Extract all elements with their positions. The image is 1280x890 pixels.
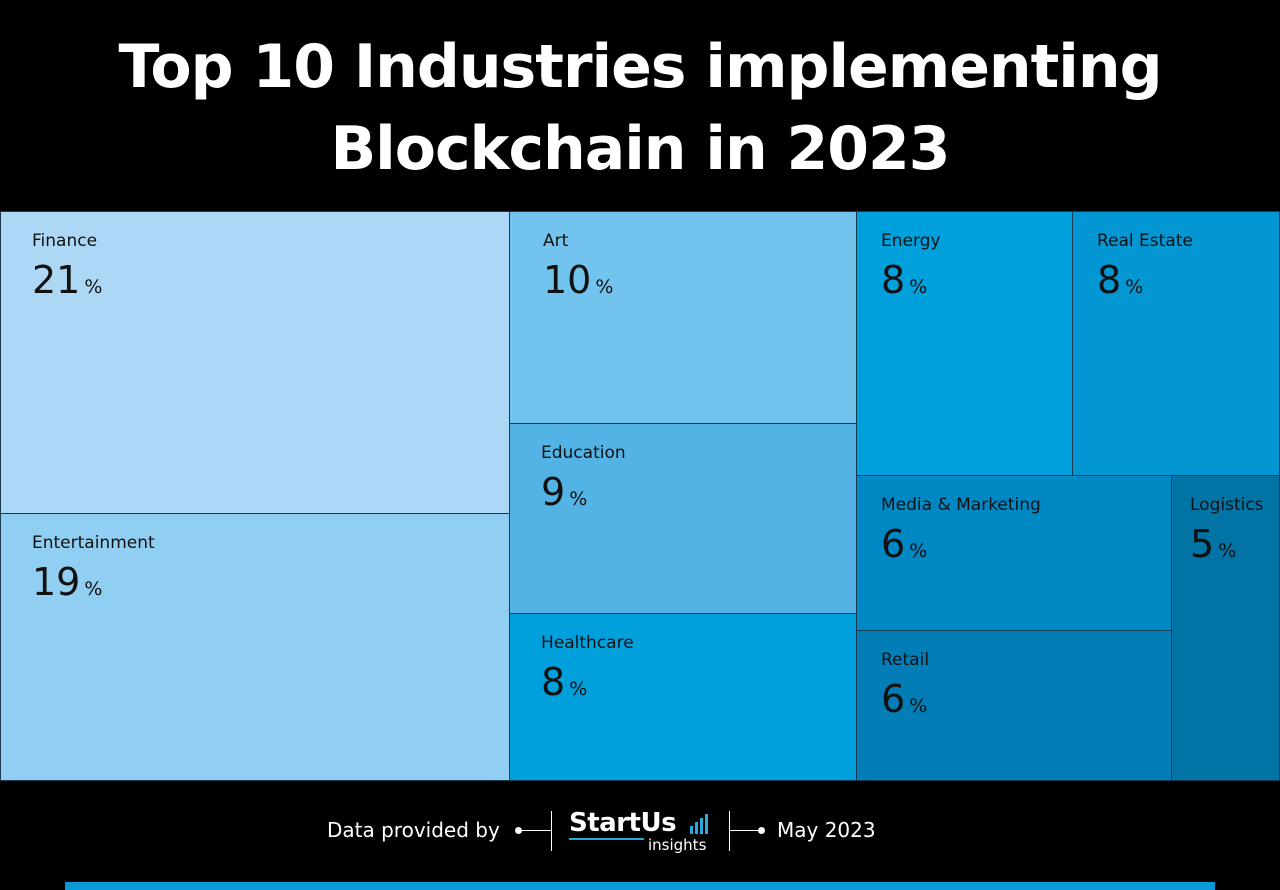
- treemap-value-number: 8: [1097, 258, 1122, 302]
- logo-sub-text: insights: [648, 836, 707, 854]
- footer-line-left: [520, 830, 551, 831]
- treemap-value-unit: %: [84, 276, 103, 298]
- footer-date: May 2023: [777, 818, 876, 842]
- treemap-value-unit: %: [595, 276, 614, 298]
- footer-line-right: [730, 830, 762, 831]
- chart-title-line-1: Top 10 Industries implementing: [118, 32, 1162, 102]
- treemap-label-logistics: Logistics: [1190, 495, 1264, 515]
- treemap-value-number: 9: [541, 470, 566, 514]
- footer-divider-right: [729, 811, 730, 851]
- treemap: Finance 21% Entertainment 19% Art 10% Educatio…: [0, 211, 1280, 781]
- treemap-cell-education: Education 9%: [510, 424, 857, 614]
- treemap-value-entertainment: 19%: [32, 560, 102, 604]
- treemap-label-energy: Energy: [881, 231, 941, 251]
- treemap-value-art: 10%: [543, 258, 613, 302]
- chart-title: Top 10 Industries implementing Blockchai…: [0, 26, 1280, 190]
- treemap-cell-energy: Energy 8%: [857, 211, 1073, 476]
- treemap-value-unit: %: [1125, 276, 1144, 298]
- treemap-value-retail: 6%: [881, 677, 927, 721]
- treemap-label-entertainment: Entertainment: [32, 533, 155, 553]
- treemap-value-number: 6: [881, 677, 906, 721]
- treemap-value-number: 10: [543, 258, 592, 302]
- treemap-cell-art: Art 10%: [510, 211, 857, 424]
- treemap-value-logistics: 5%: [1190, 522, 1236, 566]
- treemap-value-unit: %: [569, 488, 588, 510]
- treemap-cell-media-marketing: Media & Marketing 6%: [857, 476, 1172, 631]
- treemap-value-energy: 8%: [881, 258, 927, 302]
- treemap-cell-finance: Finance 21%: [0, 211, 510, 514]
- treemap-value-education: 9%: [541, 470, 587, 514]
- chart-title-line-2: Blockchain in 2023: [330, 114, 950, 184]
- footer-dot-left: [515, 827, 522, 834]
- treemap-cell-healthcare: Healthcare 8%: [510, 614, 857, 781]
- treemap-label-real-estate: Real Estate: [1097, 231, 1193, 251]
- treemap-cell-real-estate: Real Estate 8%: [1073, 211, 1280, 476]
- treemap-value-media-marketing: 6%: [881, 522, 927, 566]
- treemap-value-unit: %: [909, 276, 928, 298]
- treemap-value-unit: %: [84, 578, 103, 600]
- treemap-value-number: 21: [32, 258, 81, 302]
- treemap-label-education: Education: [541, 443, 626, 463]
- logo-underline: [569, 838, 644, 840]
- data-provided-by-label: Data provided by: [327, 818, 500, 842]
- treemap-value-unit: %: [909, 695, 928, 717]
- treemap-label-art: Art: [543, 231, 569, 251]
- treemap-label-healthcare: Healthcare: [541, 633, 634, 653]
- treemap-value-healthcare: 8%: [541, 660, 587, 704]
- treemap-value-number: 8: [541, 660, 566, 704]
- treemap-value-number: 8: [881, 258, 906, 302]
- treemap-value-number: 19: [32, 560, 81, 604]
- treemap-value-number: 5: [1190, 522, 1215, 566]
- treemap-cell-entertainment: Entertainment 19%: [0, 514, 510, 781]
- treemap-label-retail: Retail: [881, 650, 930, 670]
- treemap-value-number: 6: [881, 522, 906, 566]
- treemap-cell-logistics: Logistics 5%: [1172, 476, 1280, 781]
- treemap-label-media-marketing: Media & Marketing: [881, 495, 1041, 515]
- treemap-value-finance: 21%: [32, 258, 102, 302]
- treemap-label-finance: Finance: [32, 231, 98, 251]
- footer-dot-right: [758, 827, 765, 834]
- treemap-value-unit: %: [1218, 540, 1237, 562]
- treemap-value-unit: %: [569, 678, 588, 700]
- footer-divider-left: [551, 811, 552, 851]
- bottom-accent-bar: [65, 882, 1215, 890]
- logo-bars-icon: [690, 814, 712, 834]
- treemap-cell-retail: Retail 6%: [857, 631, 1172, 781]
- treemap-value-real-estate: 8%: [1097, 258, 1143, 302]
- treemap-value-unit: %: [909, 540, 928, 562]
- logo-brand-text: StartUs: [569, 808, 677, 838]
- footer: Data provided by StartUs insights May 20…: [0, 806, 1280, 856]
